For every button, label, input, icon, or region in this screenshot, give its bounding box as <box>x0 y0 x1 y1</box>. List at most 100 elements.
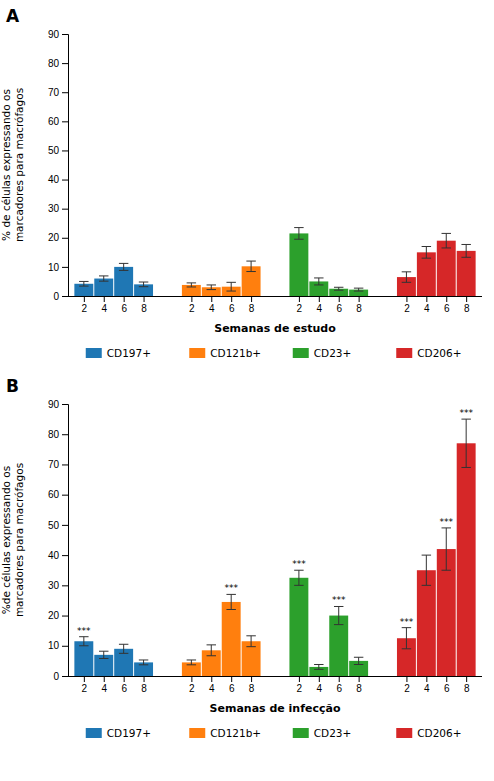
y-tick-mark <box>62 92 68 93</box>
y-axis-line <box>62 405 69 677</box>
error-bar <box>294 570 303 585</box>
legend-swatch <box>396 728 412 738</box>
y-tick-mark <box>62 296 68 297</box>
x-tick-label: 8 <box>141 683 147 694</box>
y-tick-mark <box>62 646 68 647</box>
legend-swatch <box>396 348 412 358</box>
y-tick: 90 <box>48 29 68 40</box>
significance-label: *** <box>332 595 346 605</box>
x-axis-line <box>68 676 482 677</box>
error-bar <box>246 261 255 271</box>
error-bar <box>79 281 88 286</box>
legend-item: CD23+ <box>293 727 352 739</box>
x-tick: 6 <box>229 676 235 694</box>
legend-label: CD206+ <box>417 727 461 739</box>
error-bar <box>402 272 411 282</box>
y-tick-mark <box>62 121 68 122</box>
y-tick: 60 <box>48 116 68 127</box>
error-bar <box>354 657 363 664</box>
y-tick-label: 10 <box>48 640 60 651</box>
x-tick-label: 8 <box>356 303 362 314</box>
y-tick-mark <box>62 464 68 465</box>
error-bar <box>139 282 148 287</box>
y-tick-mark <box>62 676 68 677</box>
y-tick-mark <box>62 209 68 210</box>
x-tick: 2 <box>297 296 303 314</box>
legend-label: CD121b+ <box>210 727 261 739</box>
x-tick-label: 2 <box>189 303 195 314</box>
y-tick-mark <box>62 404 68 405</box>
y-tick-mark <box>62 34 68 35</box>
bar <box>114 267 133 296</box>
figure: 01020304050607080902468246824682468Seman… <box>0 0 494 781</box>
x-tick-label: 6 <box>336 303 342 314</box>
error-bar <box>314 278 323 285</box>
y-tick-label: 30 <box>48 580 60 591</box>
x-tick-label: 8 <box>464 303 470 314</box>
bar <box>457 443 476 676</box>
x-tick-label: 6 <box>336 683 342 694</box>
legend-item: CD197+ <box>86 727 151 739</box>
y-tick-label: 80 <box>48 58 60 69</box>
y-tick: 70 <box>48 459 68 470</box>
significance-label: *** <box>459 408 473 418</box>
error-bar <box>139 660 148 665</box>
legend: CD197+ CD121b+ CD23+ CD206+ <box>86 727 462 739</box>
x-tick-label: 4 <box>424 683 430 694</box>
x-tick-label: 8 <box>464 683 470 694</box>
error-bar <box>461 244 470 257</box>
x-tick: 2 <box>82 676 88 694</box>
legend-label: CD197+ <box>107 347 151 359</box>
y-tick-label: 50 <box>48 520 60 531</box>
x-tick-label: 8 <box>249 303 255 314</box>
x-tick: 6 <box>229 296 235 314</box>
y-tick-label: 90 <box>48 399 60 410</box>
y-axis: 0102030405060708090 <box>48 29 69 302</box>
y-tick-mark <box>62 267 68 268</box>
x-tick-label: 2 <box>82 683 88 694</box>
x-tick-label: 4 <box>209 683 215 694</box>
x-tick: 8 <box>141 296 147 314</box>
bar <box>437 241 456 296</box>
legend-item: CD121b+ <box>189 347 261 359</box>
x-tick: 4 <box>424 676 430 694</box>
x-tick: 2 <box>297 676 303 694</box>
legend-item: CD197+ <box>86 347 151 359</box>
y-tick: 60 <box>48 489 68 500</box>
y-tick-mark <box>62 238 68 239</box>
error-bar <box>402 628 411 649</box>
y-tick: 0 <box>53 291 68 302</box>
legend-swatch <box>293 348 309 358</box>
error-bar <box>314 665 323 670</box>
legend-label: CD121b+ <box>210 347 261 359</box>
y-tick-mark <box>62 434 68 435</box>
significance-label: *** <box>77 626 91 636</box>
bar <box>222 602 241 676</box>
y-tick-mark <box>62 63 68 64</box>
bar <box>417 570 436 676</box>
legend-label: CD23+ <box>314 727 352 739</box>
legend-item: CD121b+ <box>189 727 261 739</box>
x-tick-label: 6 <box>444 683 450 694</box>
y-axis-title: % de células expressando osmarcadores pa… <box>0 88 25 242</box>
bar-group <box>182 261 261 296</box>
significance-label: *** <box>224 583 238 593</box>
error-bar <box>119 263 128 270</box>
x-tick-label: 4 <box>317 683 323 694</box>
bar-group <box>289 570 368 676</box>
legend-swatch <box>86 728 102 738</box>
bar <box>289 578 308 676</box>
y-tick: 10 <box>48 640 68 651</box>
x-tick: 2 <box>189 676 195 694</box>
x-axis-title: Semanas de estudo <box>214 322 336 335</box>
panel: *********************0102030405060708090… <box>0 399 482 739</box>
bar <box>74 641 93 676</box>
y-tick: 70 <box>48 87 68 98</box>
y-tick-label: 0 <box>53 671 59 682</box>
x-tick: 4 <box>101 296 107 314</box>
y-tick-label: 40 <box>48 550 60 561</box>
y-tick-label: 60 <box>48 489 60 500</box>
error-bar <box>442 528 451 570</box>
legend-swatch <box>293 728 309 738</box>
y-tick-label: 60 <box>48 116 60 127</box>
